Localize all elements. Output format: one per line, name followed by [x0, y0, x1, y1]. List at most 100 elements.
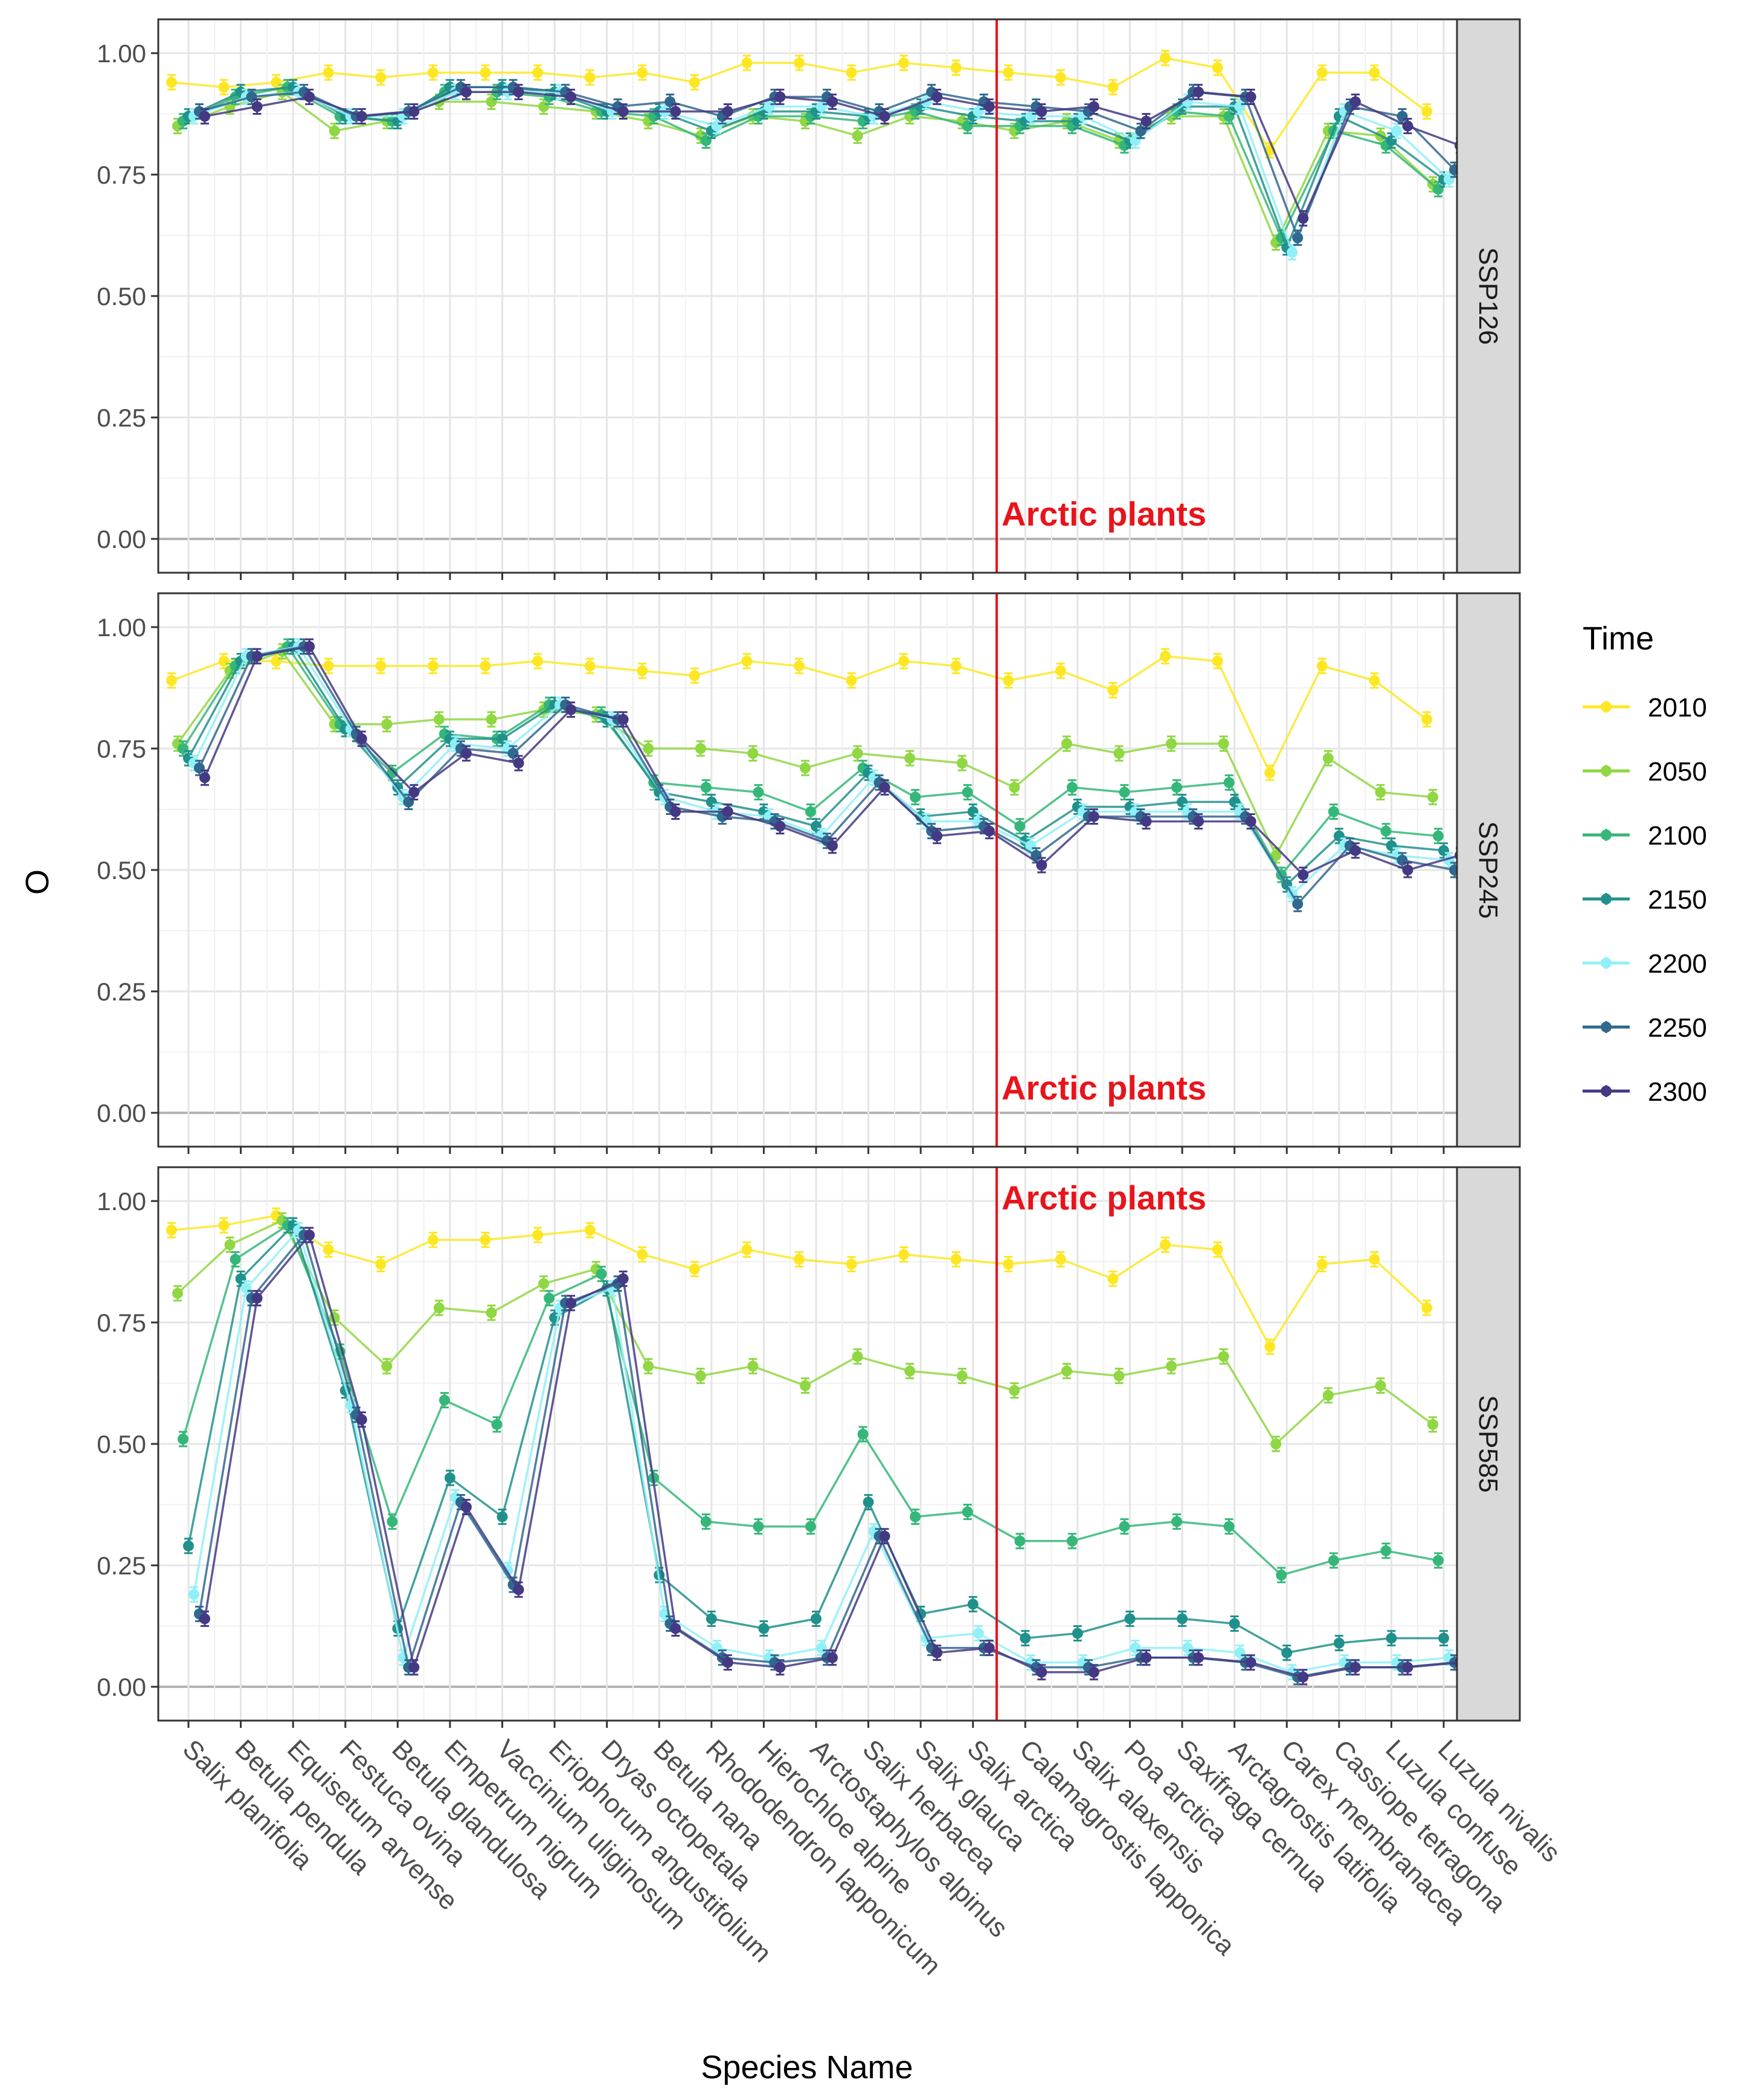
- data-point: [1193, 816, 1204, 827]
- data-point: [741, 57, 753, 69]
- data-point: [805, 1521, 816, 1532]
- arctic-plants-label: Arctic plants: [1002, 1069, 1206, 1107]
- data-point: [1003, 1258, 1014, 1270]
- data-point: [246, 91, 257, 103]
- data-point: [637, 665, 648, 677]
- data-point: [218, 1220, 230, 1231]
- facet-strip: [1456, 18, 1521, 574]
- data-point: [827, 840, 838, 851]
- data-point: [1014, 1535, 1026, 1547]
- data-point: [444, 1472, 455, 1484]
- data-point: [497, 733, 508, 744]
- data-point: [1107, 82, 1119, 93]
- data-point: [1088, 1666, 1099, 1678]
- data-point: [670, 806, 681, 817]
- data-point: [898, 655, 910, 667]
- data-point: [1438, 845, 1449, 856]
- facet-strip: [1456, 592, 1521, 1148]
- data-point: [375, 660, 387, 672]
- data-point: [1433, 1554, 1444, 1566]
- data-point: [486, 96, 497, 108]
- data-point: [983, 825, 995, 837]
- data-point: [852, 748, 863, 759]
- data-point: [1014, 820, 1026, 832]
- facet-strip: [1456, 1166, 1521, 1722]
- data-point: [513, 1584, 524, 1596]
- data-point: [329, 125, 340, 137]
- data-point: [1212, 62, 1223, 74]
- data-point: [375, 1258, 387, 1270]
- series-2010-ssp126: [166, 50, 1432, 159]
- data-point: [637, 1249, 648, 1260]
- data-point: [931, 1647, 943, 1658]
- data-point: [532, 655, 544, 667]
- legend-title: Time: [1583, 620, 1654, 657]
- data-point: [1066, 782, 1078, 793]
- data-point: [387, 1516, 398, 1527]
- data-point: [973, 106, 984, 117]
- data-point: [1171, 1516, 1183, 1527]
- data-point: [183, 1540, 194, 1551]
- data-point: [1386, 1632, 1397, 1644]
- data-point: [1397, 854, 1408, 866]
- data-point: [811, 1613, 822, 1625]
- data-point: [460, 1501, 472, 1513]
- data-point: [910, 1511, 921, 1522]
- data-point: [1218, 738, 1229, 749]
- data-point: [271, 77, 282, 88]
- data-point: [486, 1307, 497, 1318]
- data-point: [1234, 1647, 1246, 1658]
- data-point: [1402, 865, 1413, 875]
- data-point: [962, 787, 973, 798]
- data-point: [427, 67, 439, 79]
- data-point: [1223, 1521, 1235, 1532]
- data-point: [962, 120, 973, 132]
- data-point: [1135, 125, 1146, 137]
- legend-key-point: [1601, 701, 1612, 712]
- y-tick-label: 1.00: [97, 1187, 146, 1216]
- y-tick-label: 1.00: [97, 613, 146, 642]
- data-point: [1177, 1613, 1188, 1625]
- legend-label: 2010: [1648, 693, 1707, 723]
- data-point: [491, 1419, 503, 1430]
- data-point: [532, 67, 544, 79]
- data-point: [460, 86, 472, 98]
- data-point: [827, 1652, 838, 1663]
- data-point: [1036, 106, 1047, 117]
- y-tick-label: 0.00: [97, 525, 146, 553]
- data-point: [199, 772, 210, 784]
- data-point: [1433, 184, 1444, 195]
- data-point: [898, 1249, 910, 1260]
- data-point: [1316, 660, 1328, 672]
- legend-key-point: [1601, 894, 1612, 904]
- data-point: [805, 806, 816, 817]
- data-point: [689, 670, 700, 681]
- y-tick-label: 0.75: [97, 735, 146, 763]
- data-point: [1119, 787, 1130, 798]
- data-point: [1298, 869, 1309, 881]
- data-point: [643, 743, 654, 754]
- data-point: [794, 57, 805, 69]
- data-point: [1369, 67, 1380, 79]
- y-tick-label: 0.75: [97, 161, 146, 189]
- data-point: [538, 101, 550, 112]
- data-point: [1218, 1351, 1229, 1362]
- data-point: [967, 1599, 979, 1610]
- data-point: [1349, 1661, 1361, 1673]
- data-point: [1316, 1258, 1328, 1270]
- data-point: [1160, 1239, 1171, 1251]
- data-point: [950, 660, 962, 672]
- data-point: [1369, 675, 1380, 686]
- data-point: [166, 77, 177, 88]
- data-point: [1322, 1390, 1334, 1401]
- data-point: [584, 72, 596, 83]
- data-point: [1397, 111, 1408, 122]
- data-point: [356, 1414, 367, 1425]
- data-point: [460, 748, 472, 759]
- legend-label: 2200: [1648, 949, 1707, 979]
- data-point: [1107, 1273, 1119, 1284]
- facet-strip-label: SSP126: [1473, 247, 1503, 344]
- data-point: [904, 753, 916, 764]
- legend-item-2050: 2050: [1583, 757, 1707, 787]
- data-point: [753, 1521, 764, 1532]
